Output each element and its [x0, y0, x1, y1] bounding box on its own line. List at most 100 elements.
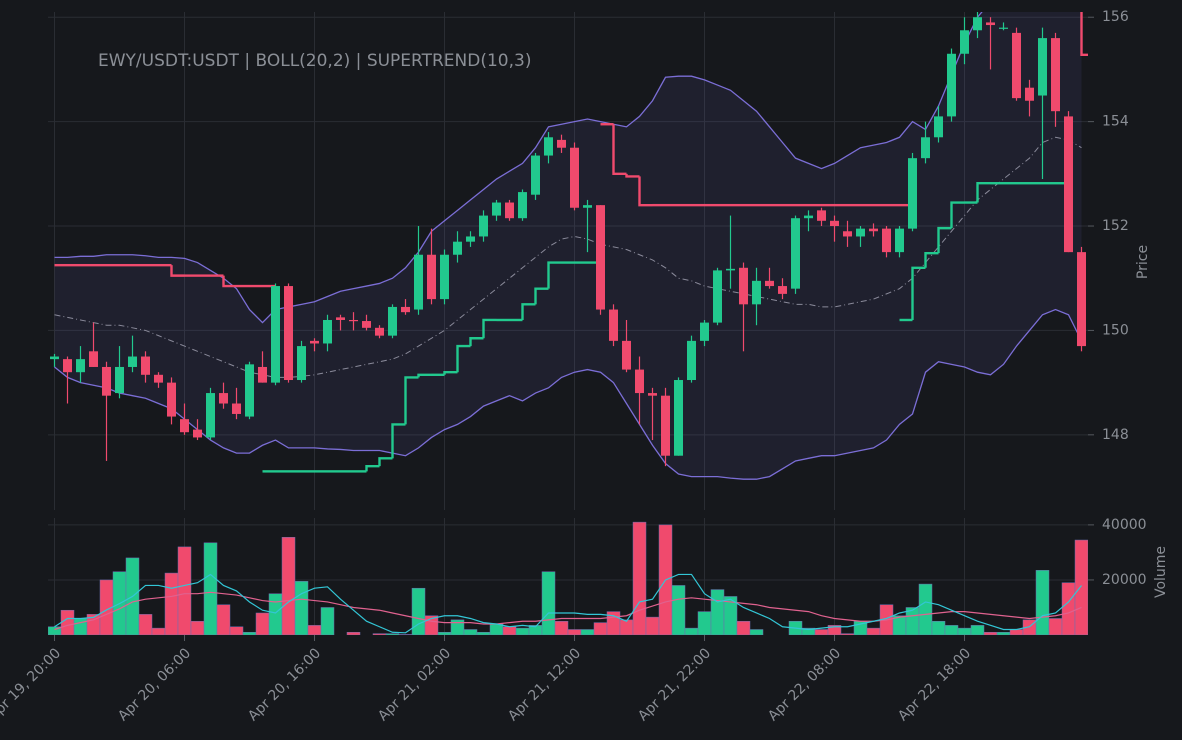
candle-body: [466, 236, 475, 242]
volume-bar: [242, 631, 257, 635]
candle-body: [687, 340, 696, 381]
volume-bar: [593, 622, 608, 635]
volume-bar: [970, 625, 985, 635]
volume-ma-fast: [54, 573, 1082, 634]
y-tick-label: 20000: [1102, 572, 1147, 588]
volume-bar: [671, 585, 686, 635]
candle-body: [583, 205, 592, 208]
supertrend-up: [924, 251, 939, 268]
supertrend-up: [417, 373, 432, 378]
candle-body: [869, 228, 878, 232]
candle-body: [154, 374, 163, 383]
volume-bar: [307, 625, 322, 635]
volume-bar: [450, 619, 465, 635]
supertrend-up: [937, 226, 952, 254]
candle-body: [765, 280, 774, 287]
candle-body: [947, 53, 956, 117]
y-tick-label: 40000: [1102, 517, 1147, 533]
candle-body: [830, 220, 839, 227]
candle-body: [804, 215, 813, 219]
volume-bar: [632, 521, 647, 635]
candle-body: [50, 356, 59, 360]
volume-bar: [1048, 618, 1063, 635]
candle-body: [817, 210, 826, 221]
candle-body: [596, 205, 605, 310]
candle-body: [89, 351, 98, 367]
volume-bar: [164, 572, 179, 635]
supertrend-up: [443, 370, 458, 375]
supertrend-down: [638, 176, 653, 207]
candle-body: [635, 369, 644, 394]
volume-axis-label: Volume: [1153, 546, 1169, 598]
candle-body: [934, 116, 943, 138]
volume-bar: [398, 634, 413, 635]
supertrend-down: [612, 124, 627, 176]
candle-body: [206, 393, 215, 438]
volume-bar: [489, 623, 504, 635]
candle-body: [531, 155, 540, 195]
bollinger-band-fill: [54, 12, 1082, 480]
volume-bar: [346, 631, 361, 635]
supertrend-up: [456, 344, 471, 373]
candle-body: [1038, 38, 1047, 96]
candle-body: [882, 228, 891, 253]
candle-body: [960, 30, 969, 54]
supertrend-up: [521, 303, 536, 320]
volume-bar: [645, 616, 660, 635]
candle-body: [726, 268, 735, 271]
candle-body: [1012, 32, 1021, 99]
candle-body: [115, 366, 124, 394]
volume-bar: [190, 620, 205, 635]
candle-body: [76, 359, 85, 373]
candle-body: [63, 359, 72, 373]
y-tick-label: 154: [1102, 114, 1129, 130]
candle-body: [141, 356, 150, 375]
candle-body: [648, 393, 657, 396]
candle-body: [609, 309, 618, 341]
volume-bar: [918, 583, 933, 635]
candle-body: [1064, 116, 1073, 253]
volume-bar: [736, 620, 751, 635]
candle-body: [427, 254, 436, 300]
volume-bar: [554, 620, 569, 635]
candle-body: [544, 137, 553, 156]
candle-body: [401, 306, 410, 313]
volume-bar: [840, 633, 855, 635]
candle-body: [739, 267, 748, 305]
candle-body: [336, 317, 345, 320]
volume-bar: [697, 611, 712, 635]
volume-bar: [281, 537, 296, 635]
candle-body: [414, 254, 423, 310]
candle-body: [1025, 87, 1034, 101]
supertrend-up: [534, 287, 549, 305]
supertrend-up: [365, 464, 380, 472]
candle-body: [908, 158, 917, 229]
volume-bar: [73, 618, 88, 635]
y-tick-label: 156: [1102, 9, 1129, 25]
candle-body: [505, 202, 514, 219]
candle-body: [193, 429, 202, 438]
candle-body: [570, 147, 579, 208]
candle-body: [518, 192, 527, 219]
candle-body: [258, 366, 267, 383]
candle-body: [271, 286, 280, 383]
volume-bar: [684, 627, 699, 635]
candle-body: [557, 139, 566, 148]
candle-body: [284, 286, 293, 381]
y-axis-label: Price: [1135, 245, 1151, 279]
candle-body: [895, 228, 904, 253]
volume-bar: [749, 629, 764, 635]
volume-bar: [957, 627, 972, 635]
volume-bar: [502, 626, 517, 635]
candle-body: [349, 319, 358, 322]
supertrend-up: [404, 376, 419, 425]
volume-bar: [372, 633, 387, 635]
bollinger-middle: [54, 136, 1082, 378]
candle-body: [245, 364, 254, 417]
candle-body: [778, 286, 787, 294]
volume-bar: [60, 609, 75, 635]
candle-body: [752, 280, 761, 305]
volume-bar: [463, 629, 478, 635]
volume-bar: [1061, 582, 1076, 635]
